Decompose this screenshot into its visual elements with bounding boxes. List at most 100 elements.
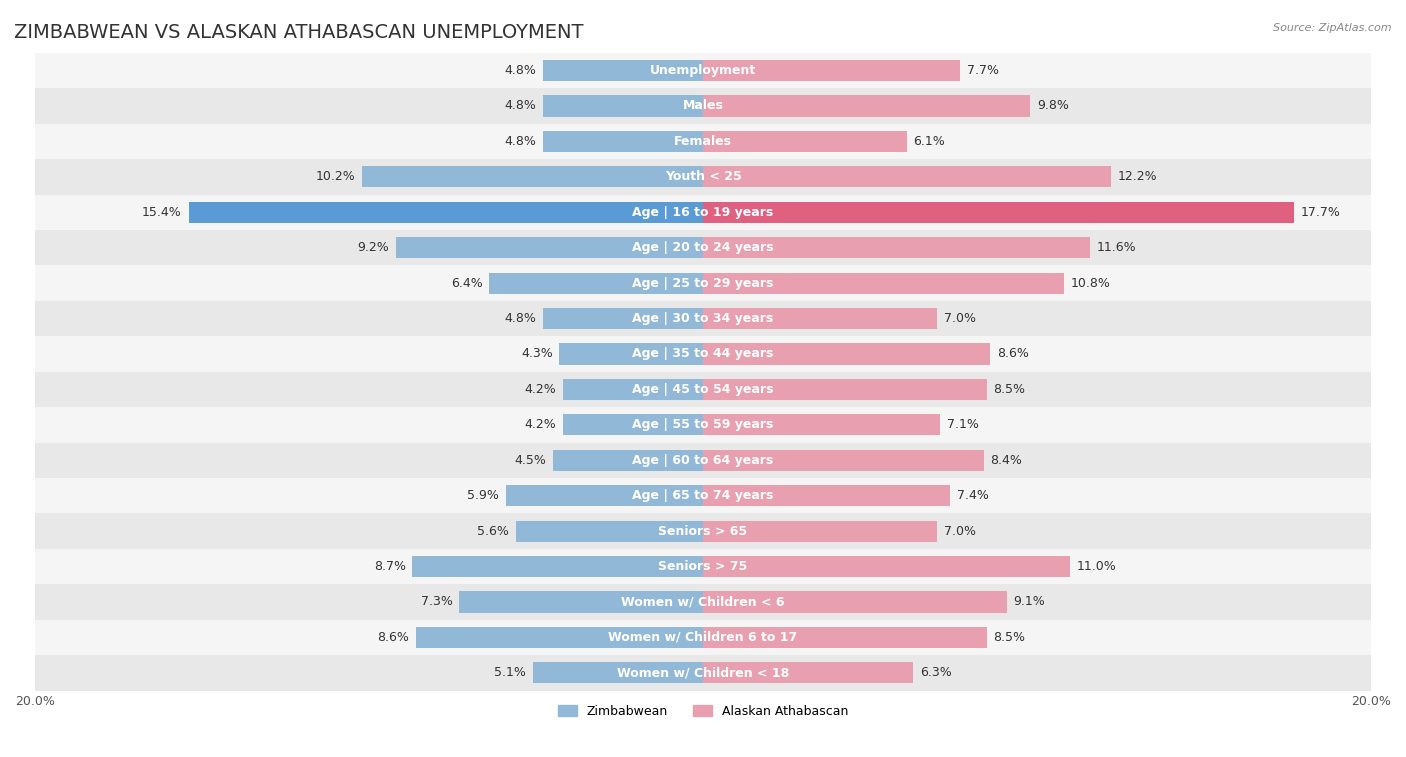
Text: 4.8%: 4.8% — [505, 312, 536, 325]
Text: Women w/ Children < 18: Women w/ Children < 18 — [617, 666, 789, 679]
Bar — [703, 167, 1111, 188]
Text: Age | 25 to 29 years: Age | 25 to 29 years — [633, 276, 773, 290]
Text: Seniors > 65: Seniors > 65 — [658, 525, 748, 537]
Bar — [516, 521, 703, 542]
Bar — [506, 485, 703, 506]
Text: 5.9%: 5.9% — [467, 489, 499, 502]
Bar — [35, 89, 1371, 123]
Text: 15.4%: 15.4% — [142, 206, 181, 219]
Bar — [416, 627, 703, 648]
Bar — [703, 308, 936, 329]
Bar — [703, 201, 1295, 223]
Bar — [35, 655, 1371, 690]
Text: 17.7%: 17.7% — [1301, 206, 1341, 219]
Text: Women w/ Children 6 to 17: Women w/ Children 6 to 17 — [609, 631, 797, 644]
Bar — [703, 627, 987, 648]
Bar — [703, 662, 914, 684]
Bar — [35, 372, 1371, 407]
Text: Age | 45 to 54 years: Age | 45 to 54 years — [633, 383, 773, 396]
Text: 4.5%: 4.5% — [515, 453, 546, 467]
Bar — [562, 378, 703, 400]
Bar — [703, 521, 936, 542]
Bar — [363, 167, 703, 188]
Bar — [543, 308, 703, 329]
Text: 8.5%: 8.5% — [994, 631, 1025, 644]
Legend: Zimbabwean, Alaskan Athabascan: Zimbabwean, Alaskan Athabascan — [553, 699, 853, 723]
Bar — [703, 414, 941, 435]
Text: 9.2%: 9.2% — [357, 241, 389, 254]
Text: 5.6%: 5.6% — [478, 525, 509, 537]
Bar — [543, 60, 703, 81]
Text: 10.8%: 10.8% — [1070, 276, 1111, 290]
Text: Age | 35 to 44 years: Age | 35 to 44 years — [633, 347, 773, 360]
Bar — [395, 237, 703, 258]
Bar — [703, 591, 1007, 612]
Bar — [703, 485, 950, 506]
Text: 4.8%: 4.8% — [505, 99, 536, 113]
Bar — [460, 591, 703, 612]
Text: 7.7%: 7.7% — [967, 64, 998, 77]
Text: 8.6%: 8.6% — [997, 347, 1029, 360]
Text: 8.5%: 8.5% — [994, 383, 1025, 396]
Bar — [543, 95, 703, 117]
Text: Males: Males — [682, 99, 724, 113]
Text: Age | 20 to 24 years: Age | 20 to 24 years — [633, 241, 773, 254]
Bar — [703, 237, 1091, 258]
Text: 7.3%: 7.3% — [420, 596, 453, 609]
Text: Unemployment: Unemployment — [650, 64, 756, 77]
Bar — [703, 131, 907, 152]
Bar — [543, 131, 703, 152]
Text: 6.1%: 6.1% — [914, 135, 945, 148]
Bar — [35, 53, 1371, 89]
Bar — [35, 336, 1371, 372]
Text: 4.8%: 4.8% — [505, 64, 536, 77]
Text: 7.4%: 7.4% — [957, 489, 988, 502]
Text: Age | 30 to 34 years: Age | 30 to 34 years — [633, 312, 773, 325]
Text: 8.6%: 8.6% — [377, 631, 409, 644]
Text: Females: Females — [673, 135, 733, 148]
Text: Age | 65 to 74 years: Age | 65 to 74 years — [633, 489, 773, 502]
Text: Source: ZipAtlas.com: Source: ZipAtlas.com — [1274, 23, 1392, 33]
Text: 9.1%: 9.1% — [1014, 596, 1046, 609]
Text: 10.2%: 10.2% — [316, 170, 356, 183]
Text: 7.1%: 7.1% — [946, 419, 979, 431]
Text: ZIMBABWEAN VS ALASKAN ATHABASCAN UNEMPLOYMENT: ZIMBABWEAN VS ALASKAN ATHABASCAN UNEMPLO… — [14, 23, 583, 42]
Text: 5.1%: 5.1% — [494, 666, 526, 679]
Bar — [35, 301, 1371, 336]
Text: 4.2%: 4.2% — [524, 383, 555, 396]
Bar — [703, 450, 984, 471]
Bar — [35, 230, 1371, 266]
Bar — [703, 60, 960, 81]
Bar — [35, 478, 1371, 513]
Bar — [553, 450, 703, 471]
Text: Age | 60 to 64 years: Age | 60 to 64 years — [633, 453, 773, 467]
Bar — [35, 549, 1371, 584]
Text: 7.0%: 7.0% — [943, 525, 976, 537]
Bar — [703, 273, 1064, 294]
Bar — [35, 620, 1371, 655]
Bar — [412, 556, 703, 577]
Bar — [560, 344, 703, 365]
Text: 7.0%: 7.0% — [943, 312, 976, 325]
Bar — [703, 378, 987, 400]
Bar — [489, 273, 703, 294]
Bar — [35, 195, 1371, 230]
Bar — [35, 584, 1371, 620]
Bar — [35, 443, 1371, 478]
Bar — [35, 266, 1371, 301]
Bar — [703, 344, 990, 365]
Text: 8.4%: 8.4% — [990, 453, 1022, 467]
Text: Youth < 25: Youth < 25 — [665, 170, 741, 183]
Text: 4.2%: 4.2% — [524, 419, 555, 431]
Text: 8.7%: 8.7% — [374, 560, 406, 573]
Text: 11.6%: 11.6% — [1097, 241, 1137, 254]
Text: Women w/ Children < 6: Women w/ Children < 6 — [621, 596, 785, 609]
Text: 4.8%: 4.8% — [505, 135, 536, 148]
Bar — [703, 95, 1031, 117]
Bar — [35, 123, 1371, 159]
Bar — [533, 662, 703, 684]
Text: Age | 16 to 19 years: Age | 16 to 19 years — [633, 206, 773, 219]
Bar — [35, 159, 1371, 195]
Bar — [35, 407, 1371, 443]
Text: Seniors > 75: Seniors > 75 — [658, 560, 748, 573]
